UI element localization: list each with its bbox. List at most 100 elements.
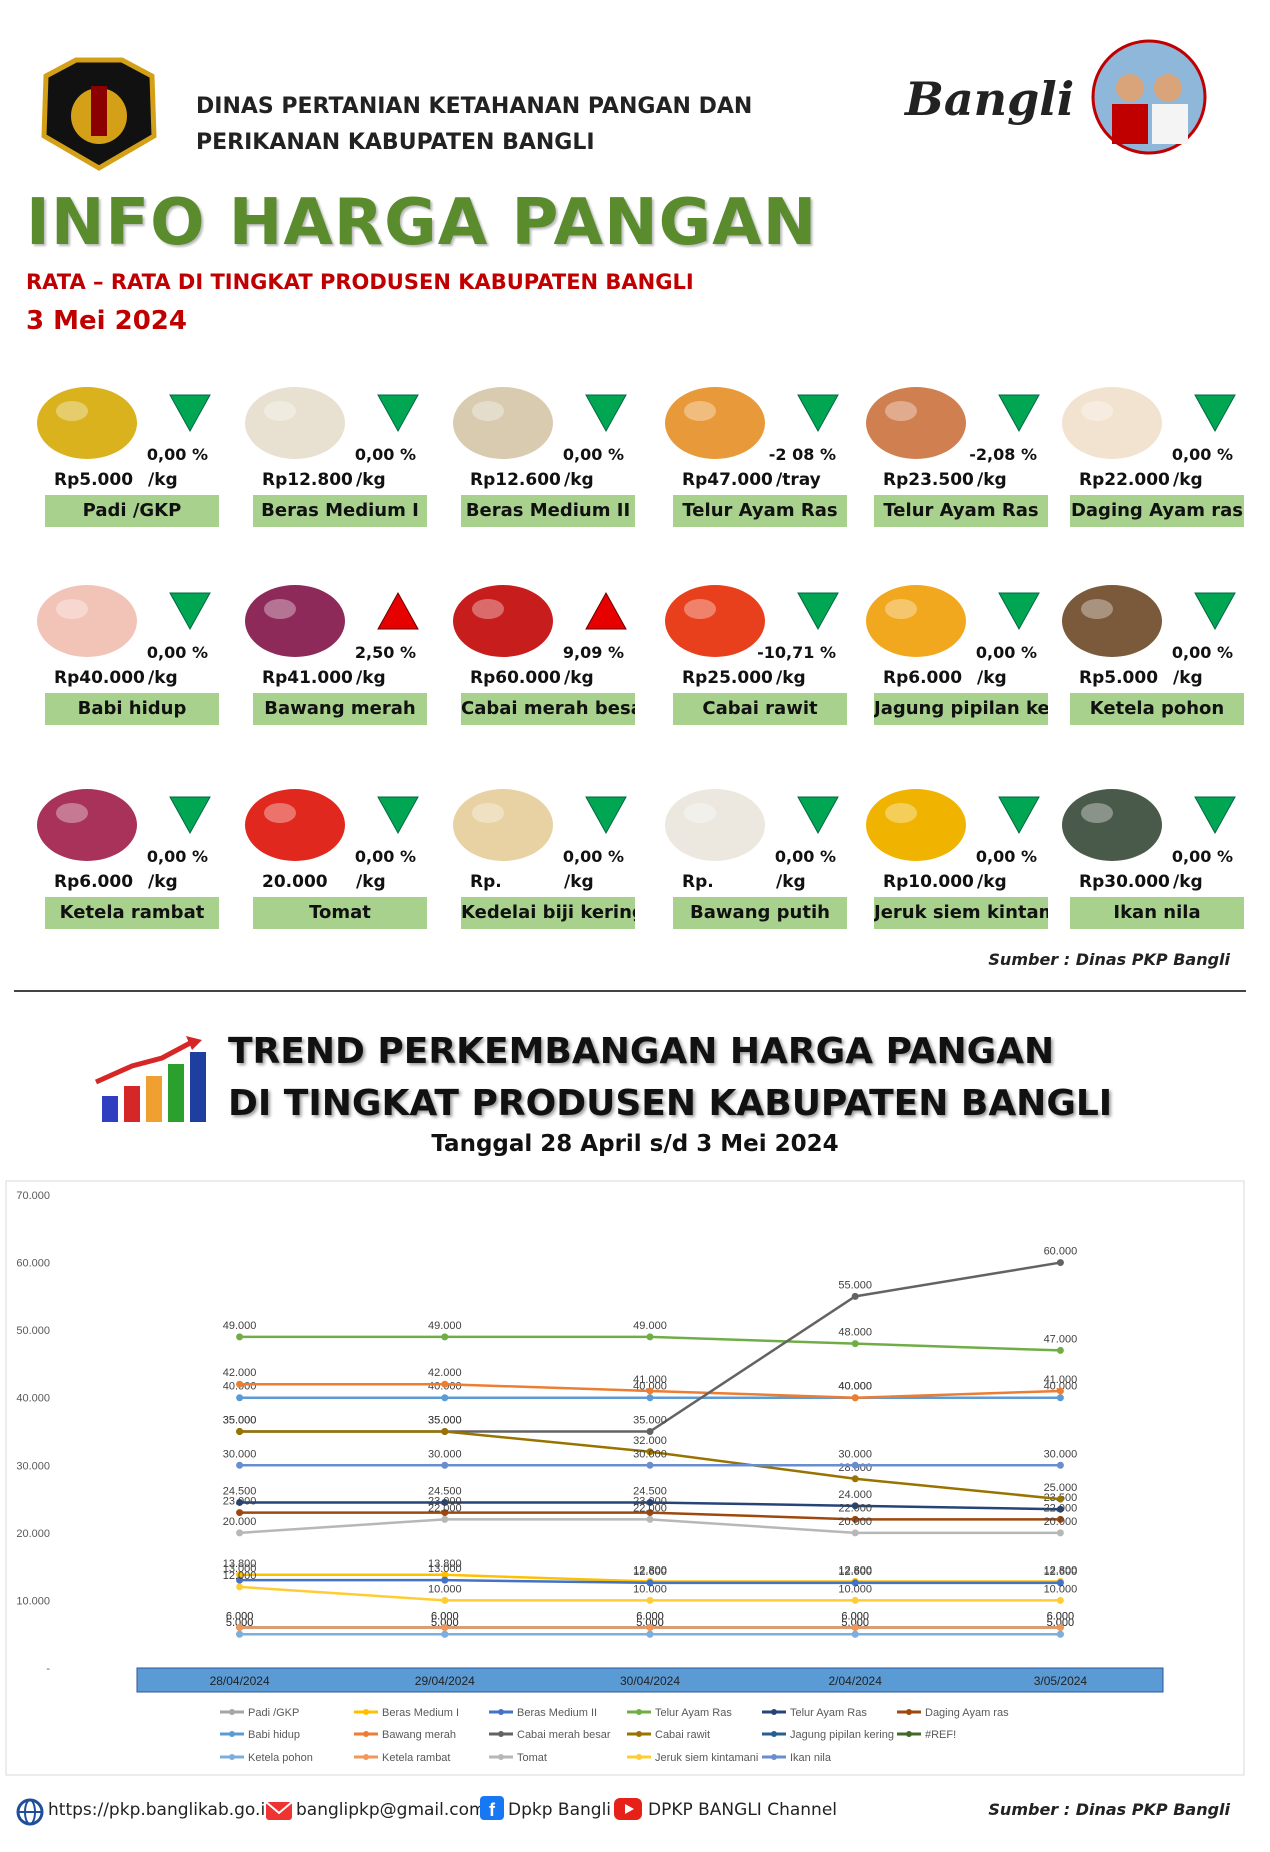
y-tick-label: 60.000 xyxy=(16,1258,50,1270)
legend-marker xyxy=(229,1709,235,1715)
product-image xyxy=(37,387,137,459)
price: Rp22.000 xyxy=(1079,470,1170,490)
data-label: 12.800 xyxy=(1044,1565,1078,1577)
trend-title: TREND PERKEMBANGAN HARGA PANGAN xyxy=(228,1031,1055,1072)
product-name: Padi /GKP xyxy=(45,495,219,527)
data-label: 6.000 xyxy=(1047,1610,1075,1622)
price-change: 0,00 % xyxy=(354,847,416,866)
price: Rp47.000 xyxy=(682,470,773,490)
unit: /kg xyxy=(148,872,178,892)
legend-label: Ikan nila xyxy=(790,1752,832,1764)
data-point xyxy=(1056,1505,1064,1513)
legend-label: Beras Medium I xyxy=(382,1707,459,1719)
email-link[interactable]: banglipkp@gmail.com xyxy=(296,1800,486,1820)
data-point xyxy=(441,1630,449,1638)
data-point xyxy=(1056,1515,1064,1523)
data-label: 23.000 xyxy=(223,1496,257,1508)
product-image xyxy=(866,789,966,861)
legend-marker xyxy=(498,1754,504,1760)
facebook-icon: f xyxy=(480,1796,504,1820)
data-point xyxy=(851,1596,859,1604)
trend-arrow xyxy=(377,394,419,433)
y-tick-label: - xyxy=(46,1663,50,1675)
data-label: 6.000 xyxy=(841,1610,869,1622)
data-point xyxy=(236,1428,244,1435)
data-label: 41.000 xyxy=(633,1374,667,1386)
data-label: 49.000 xyxy=(633,1320,667,1332)
data-point xyxy=(851,1579,859,1587)
legend-marker xyxy=(906,1709,912,1715)
data-label: 41.000 xyxy=(1044,1374,1078,1386)
footer-source: Sumber : Dinas PKP Bangli xyxy=(988,1800,1230,1819)
legend-marker xyxy=(636,1709,642,1715)
data-label: 20.000 xyxy=(838,1516,872,1528)
legend-marker xyxy=(229,1731,235,1737)
trend-icon xyxy=(94,1036,206,1122)
facebook-link[interactable]: Dpkp Bangli xyxy=(508,1800,612,1820)
price: Rp12.600 xyxy=(470,470,561,490)
y-tick-label: 30.000 xyxy=(16,1460,50,1472)
data-point xyxy=(851,1623,859,1631)
price-change: 0,00 % xyxy=(1171,847,1233,866)
legend-marker xyxy=(363,1754,369,1760)
data-label: 12.000 xyxy=(223,1570,257,1582)
price-change: 0,00 % xyxy=(774,847,836,866)
legend-marker xyxy=(636,1754,642,1760)
price-change: 0,00 % xyxy=(1171,445,1233,464)
legend-label: Cabai merah besar xyxy=(517,1729,611,1741)
source-note: Sumber : Dinas PKP Bangli xyxy=(988,950,1230,969)
legend-label: Telur Ayam Ras xyxy=(790,1707,867,1719)
data-label: 22.000 xyxy=(1044,1502,1078,1514)
trend-arrow xyxy=(998,592,1040,631)
data-label: 35.000 xyxy=(223,1415,257,1427)
youtube-link[interactable]: DPKP BANGLI Channel xyxy=(648,1800,838,1820)
legend-marker xyxy=(229,1754,235,1760)
data-label: 12.800 xyxy=(633,1565,667,1577)
product-name: Jeruk siem kintamani xyxy=(874,897,1048,929)
legend-label: Tomat xyxy=(517,1752,547,1764)
data-point xyxy=(1056,1596,1064,1604)
data-point xyxy=(441,1461,449,1469)
data-point xyxy=(236,1333,244,1341)
unit: /kg xyxy=(977,668,1007,688)
price-change: -2 08 % xyxy=(768,445,836,464)
trend-arrow xyxy=(585,796,627,835)
data-label: 22.000 xyxy=(428,1502,462,1514)
website-link[interactable]: https://pkp.banglikab.go.id xyxy=(48,1800,276,1820)
y-tick-label: 10.000 xyxy=(16,1595,50,1607)
data-point xyxy=(646,1387,654,1395)
data-label: 40.000 xyxy=(838,1381,872,1393)
price-change: 2,50 % xyxy=(354,643,416,662)
legend-label: Cabai rawit xyxy=(655,1729,710,1741)
data-point xyxy=(1056,1461,1064,1469)
data-label: 10.000 xyxy=(838,1583,872,1595)
data-label: 30.000 xyxy=(223,1448,257,1460)
product-image xyxy=(665,789,765,861)
data-point xyxy=(646,1461,654,1469)
data-point xyxy=(1056,1623,1064,1631)
data-point xyxy=(441,1509,449,1517)
trend-arrow xyxy=(1194,394,1236,433)
legend-marker xyxy=(906,1731,912,1737)
data-point xyxy=(646,1333,654,1341)
legend-label: Beras Medium II xyxy=(517,1707,597,1719)
price-change: -2,08 % xyxy=(969,445,1037,464)
data-point xyxy=(1056,1259,1064,1267)
product-name: Kedelai biji kering xyxy=(461,897,635,929)
data-point xyxy=(646,1509,654,1517)
trend-arrow xyxy=(169,394,211,433)
data-point xyxy=(236,1529,244,1537)
org-line: DINAS PERTANIAN KETAHANAN PANGAN DAN xyxy=(196,94,753,119)
legend-label: Babi hidup xyxy=(248,1729,300,1741)
data-point xyxy=(1056,1579,1064,1587)
mail-icon xyxy=(265,1801,293,1820)
product-name: Bawang putih xyxy=(673,897,847,929)
product-image xyxy=(866,387,966,459)
price: Rp6.000 xyxy=(54,872,134,892)
trend-arrow xyxy=(797,592,839,631)
data-point xyxy=(851,1529,859,1537)
data-point xyxy=(1056,1394,1064,1402)
data-label: 13.000 xyxy=(223,1563,257,1575)
product-image xyxy=(453,387,553,459)
